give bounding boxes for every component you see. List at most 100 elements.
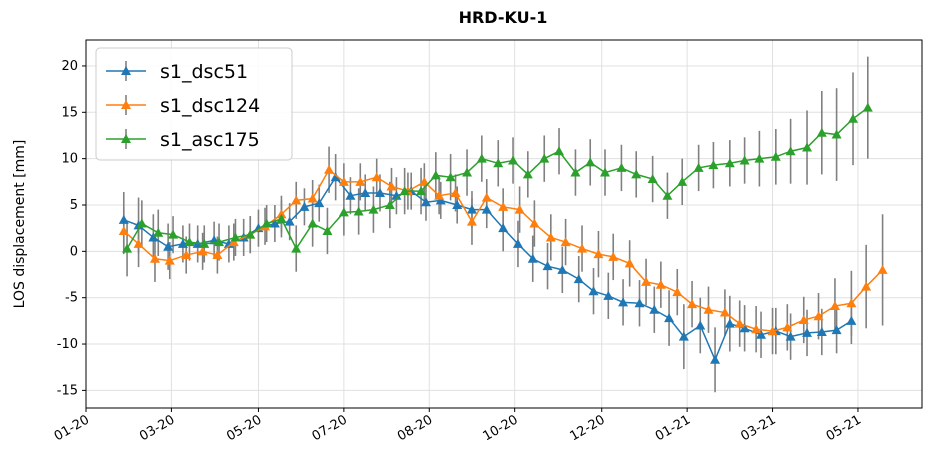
marker <box>687 299 698 309</box>
marker <box>802 142 813 152</box>
marker <box>481 192 492 202</box>
y-tick-label: -10 <box>57 337 78 352</box>
marker <box>199 238 210 248</box>
marker <box>608 251 619 261</box>
marker <box>570 167 581 177</box>
marker <box>163 241 174 251</box>
marker <box>662 190 673 200</box>
x-tick-label: 03-21 <box>738 412 778 444</box>
marker <box>695 320 706 330</box>
marker <box>133 238 144 248</box>
marker <box>416 186 427 196</box>
marker <box>672 287 683 297</box>
marker <box>634 298 645 308</box>
marker <box>816 127 827 137</box>
marker <box>678 331 689 341</box>
marker <box>230 232 241 242</box>
legend-marker <box>121 66 131 75</box>
marker <box>813 311 824 321</box>
marker <box>368 204 379 214</box>
marker <box>539 153 550 163</box>
marker <box>419 176 430 186</box>
marker <box>466 204 477 214</box>
marker <box>214 237 225 247</box>
marker <box>184 237 195 247</box>
marker <box>710 354 721 364</box>
marker <box>798 314 809 324</box>
marker <box>430 170 441 180</box>
marker <box>719 307 730 317</box>
marker <box>649 304 660 314</box>
marker <box>307 193 318 203</box>
marker <box>197 246 208 256</box>
marker <box>560 237 571 247</box>
x-tick-label: 03-20 <box>137 412 177 444</box>
y-tick-label: 0 <box>70 244 78 259</box>
marker <box>434 190 445 200</box>
marker <box>554 146 565 156</box>
marker <box>371 172 382 182</box>
marker <box>664 313 675 323</box>
marker <box>618 297 629 307</box>
y-axis-label: LOS displacement [mm] <box>12 140 28 309</box>
marker <box>374 187 385 197</box>
marker <box>703 304 714 314</box>
marker <box>245 229 256 239</box>
marker <box>212 250 223 260</box>
marker <box>557 264 568 274</box>
x-tick-label: 05-20 <box>224 412 264 444</box>
marker <box>291 195 302 205</box>
marker <box>291 243 302 253</box>
marker <box>877 264 888 274</box>
marker <box>498 223 509 233</box>
marker <box>693 162 704 172</box>
marker <box>846 298 857 308</box>
marker <box>345 190 356 200</box>
marker <box>624 258 635 268</box>
legend-label: s1_asc175 <box>160 129 260 151</box>
marker <box>466 216 477 226</box>
marker <box>353 206 364 216</box>
marker <box>324 164 335 174</box>
marker <box>751 324 762 334</box>
marker <box>816 326 827 336</box>
marker <box>708 160 719 170</box>
y-tick-label: 5 <box>70 198 78 213</box>
marker <box>739 155 750 165</box>
y-tick-label: -5 <box>65 291 78 306</box>
marker <box>739 323 750 333</box>
marker <box>360 187 371 197</box>
marker <box>276 209 287 219</box>
marker <box>386 181 397 191</box>
marker <box>616 162 627 172</box>
x-tick-label: 12-20 <box>568 412 608 444</box>
marker <box>284 216 295 226</box>
marker <box>450 187 461 197</box>
y-tick-label: -15 <box>57 383 78 398</box>
marker <box>299 201 310 211</box>
marker <box>330 172 341 182</box>
y-tick-label: 10 <box>61 152 78 167</box>
marker <box>641 276 652 286</box>
legend-label: s1_dsc51 <box>160 61 248 83</box>
y-tick-label: 20 <box>61 59 78 74</box>
marker <box>846 315 857 325</box>
marker <box>848 113 859 123</box>
marker <box>829 301 840 311</box>
marker <box>399 186 410 196</box>
marker <box>724 158 735 168</box>
marker <box>420 197 431 207</box>
marker <box>269 218 280 228</box>
x-tick-label: 07-20 <box>310 412 350 444</box>
marker <box>577 243 588 253</box>
x-tick-label: 01-20 <box>52 412 92 444</box>
marker <box>831 129 842 139</box>
marker <box>153 227 164 237</box>
marker <box>734 318 745 328</box>
plot-frame <box>85 39 923 409</box>
marker <box>164 255 175 265</box>
marker <box>481 204 492 214</box>
marker <box>462 167 473 177</box>
marker <box>767 326 778 336</box>
marker <box>148 232 159 242</box>
